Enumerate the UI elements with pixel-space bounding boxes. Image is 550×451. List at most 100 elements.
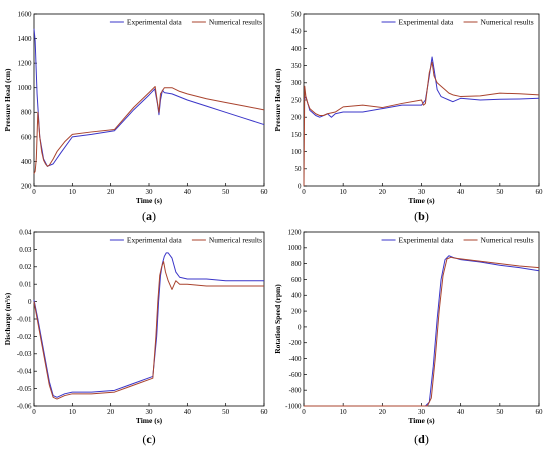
y-tick-label: 1200 <box>288 228 303 236</box>
y-tick-label: 300 <box>291 79 302 87</box>
series-line-numerical <box>33 85 265 174</box>
y-tick-label: 200 <box>291 114 302 122</box>
y-tick-label: 0.02 <box>19 263 32 271</box>
legend-entry: Numerical results <box>209 18 262 27</box>
x-tick-label: 20 <box>107 408 115 416</box>
y-tick-label: -0.01 <box>17 315 32 323</box>
panel-label: (b) <box>414 209 429 223</box>
y-tick-label: 50 <box>295 165 303 173</box>
chart-panel-b: 0 10 20 30 40 50 60 0 50 100 150 200 250 300 350 400 450… <box>273 10 543 223</box>
y-axis-label: Pressure Head (cm) <box>3 68 12 132</box>
x-tick-label: 50 <box>496 188 504 196</box>
y-tick-label: -1000 <box>285 402 302 410</box>
y-tick-label: 200 <box>291 307 302 315</box>
x-tick-label: 60 <box>261 188 269 196</box>
x-tick-label: 40 <box>457 408 465 416</box>
panel-label: (a) <box>142 209 156 223</box>
x-tick-label: 10 <box>69 408 77 416</box>
y-tick-label: -800 <box>289 387 302 395</box>
legend-entry: Experimental data <box>127 18 182 27</box>
y-tick-label: -0.05 <box>17 385 32 393</box>
x-tick-label: 10 <box>69 188 77 196</box>
x-tick-label: 40 <box>457 188 465 196</box>
legend-entry: Experimental data <box>399 18 454 27</box>
x-tick-label: 50 <box>222 188 230 196</box>
x-tick-label: 50 <box>222 408 230 416</box>
y-tick-label: 0.04 <box>19 228 32 236</box>
y-tick-label: 400 <box>291 45 302 53</box>
y-tick-label: 800 <box>291 260 302 268</box>
chart-panel-d: 0 10 20 30 40 50 60 -1000 -800 -600 -400 -200 0 200 40… <box>273 228 543 446</box>
x-axis-label: Time (s) <box>136 196 163 205</box>
y-tick-label: 250 <box>291 96 302 104</box>
x-tick-label: 60 <box>536 408 544 416</box>
x-tick-label: 60 <box>536 188 544 196</box>
series-line-numerical <box>33 261 264 400</box>
chart-panel-c: 0 10 20 30 40 50 60 -0.06 -0.05 -0.04 -0.03 -0.02 -0… <box>3 228 268 446</box>
x-tick-label: 30 <box>146 188 154 196</box>
x-tick-label: 20 <box>107 188 115 196</box>
y-tick-label: 1000 <box>18 84 33 92</box>
y-tick-label: 600 <box>291 276 302 284</box>
legend-entry: Experimental data <box>127 236 182 245</box>
x-tick-label: 10 <box>340 408 348 416</box>
y-tick-label: 200 <box>21 182 32 190</box>
x-tick-label: 20 <box>379 188 387 196</box>
y-tick-label: 1200 <box>18 60 33 68</box>
x-tick-label: 30 <box>146 408 154 416</box>
y-tick-label: 1600 <box>18 10 33 18</box>
x-tick-label: 30 <box>418 188 426 196</box>
x-tick-label: 50 <box>496 408 504 416</box>
y-tick-label: -600 <box>289 371 302 379</box>
y-tick-label: 800 <box>21 109 32 117</box>
panel-label: (d) <box>414 432 429 446</box>
legend-entry: Numerical results <box>481 18 534 27</box>
plot-frame <box>33 13 265 187</box>
y-tick-label: -200 <box>289 339 302 347</box>
y-axis-label: Pressure Head (cm) <box>273 68 282 132</box>
y-axis-label: Discharge (m³/s) <box>3 292 12 345</box>
x-axis-label: Time (s) <box>136 416 163 425</box>
y-tick-label: 400 <box>21 158 32 166</box>
panel-label: (c) <box>142 432 155 446</box>
y-tick-label: -0.06 <box>17 402 32 410</box>
series-line-experimental <box>33 28 265 167</box>
y-tick-label: -0.03 <box>17 350 32 358</box>
x-tick-label: 60 <box>261 408 269 416</box>
y-tick-label: 0.01 <box>19 281 32 289</box>
y-tick-label: 600 <box>21 133 32 141</box>
y-tick-label: 0 <box>28 298 32 306</box>
y-tick-label: 0 <box>298 323 302 331</box>
y-tick-label: 350 <box>291 62 302 70</box>
chart-panel-a: 0 10 20 30 40 50 60 200 400 600 800 1000 1200 1400 160… <box>3 10 268 223</box>
x-axis-label: Time (s) <box>408 196 435 205</box>
x-tick-label: 0 <box>32 408 36 416</box>
x-tick-label: 10 <box>340 188 348 196</box>
x-tick-label: 0 <box>302 188 306 196</box>
plot-frame <box>303 231 540 407</box>
series-line-numerical <box>304 256 540 407</box>
y-tick-label: 0.03 <box>19 246 32 254</box>
legend-entry: Numerical results <box>481 236 534 245</box>
x-tick-label: 40 <box>184 188 192 196</box>
x-axis-label: Time (s) <box>408 416 435 425</box>
x-tick-label: 0 <box>302 408 306 416</box>
series-line-numerical <box>303 61 540 187</box>
series-line-experimental <box>304 255 540 407</box>
legend-entry: Experimental data <box>399 236 454 245</box>
y-tick-label: 150 <box>291 131 302 139</box>
x-tick-label: 0 <box>32 188 36 196</box>
x-tick-label: 40 <box>184 408 192 416</box>
y-tick-label: 1400 <box>18 35 33 43</box>
y-tick-label: 0 <box>298 182 302 190</box>
series-line-experimental <box>33 252 264 398</box>
x-tick-label: 30 <box>418 408 426 416</box>
y-tick-label: 400 <box>291 292 302 300</box>
y-tick-label: -400 <box>289 355 302 363</box>
y-tick-label: 1000 <box>288 244 303 252</box>
y-tick-label: -0.02 <box>17 333 32 341</box>
series-line-experimental <box>303 56 540 118</box>
y-tick-label: 500 <box>291 10 302 18</box>
y-tick-label: -0.04 <box>17 368 32 376</box>
